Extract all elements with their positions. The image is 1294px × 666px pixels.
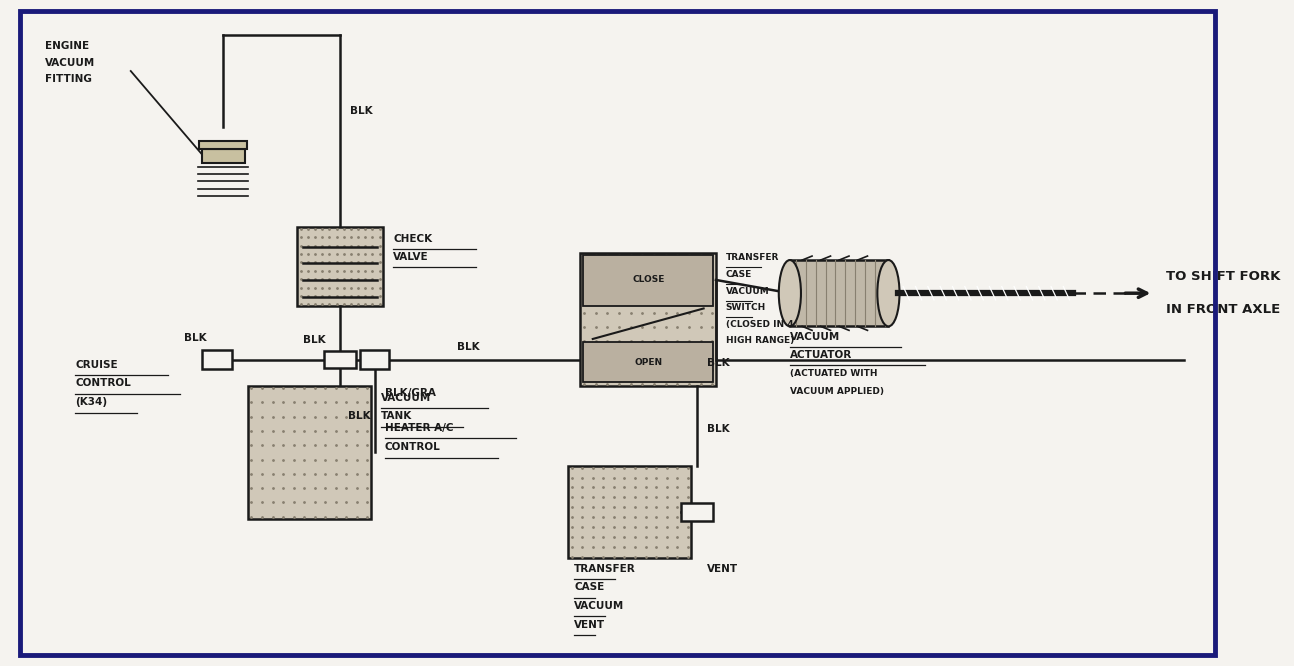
Ellipse shape bbox=[779, 260, 801, 326]
Text: CONTROL: CONTROL bbox=[75, 378, 131, 388]
Text: (CLOSED IN 4: (CLOSED IN 4 bbox=[726, 320, 793, 329]
Text: ENGINE: ENGINE bbox=[44, 41, 88, 51]
Bar bbox=[581, 254, 716, 386]
Text: HIGH RANGE): HIGH RANGE) bbox=[726, 336, 795, 345]
Bar bbox=[582, 342, 713, 382]
Text: TRANSFER: TRANSFER bbox=[575, 564, 637, 574]
Text: BLK: BLK bbox=[457, 342, 480, 352]
Text: BLK/GRA: BLK/GRA bbox=[384, 388, 435, 398]
Bar bbox=[360, 350, 389, 370]
Text: CHECK: CHECK bbox=[393, 234, 432, 244]
Text: BLK: BLK bbox=[708, 424, 730, 434]
Text: HEATER A/C: HEATER A/C bbox=[384, 422, 453, 432]
Text: VACUUM: VACUUM bbox=[575, 601, 625, 611]
Text: VACUUM: VACUUM bbox=[44, 58, 94, 68]
Text: VACUUM: VACUUM bbox=[380, 393, 431, 403]
Bar bbox=[789, 260, 889, 326]
Ellipse shape bbox=[877, 260, 899, 326]
Text: TO SHIFT FORK: TO SHIFT FORK bbox=[1166, 270, 1280, 283]
Bar bbox=[325, 351, 356, 368]
Bar bbox=[582, 255, 713, 306]
Text: IN FRONT AXLE: IN FRONT AXLE bbox=[1166, 303, 1280, 316]
Text: BLK: BLK bbox=[351, 106, 373, 116]
Text: CASE: CASE bbox=[726, 270, 752, 279]
Text: ACTUATOR: ACTUATOR bbox=[789, 350, 853, 360]
Text: CONTROL: CONTROL bbox=[384, 442, 440, 452]
Text: (K34): (K34) bbox=[75, 397, 107, 407]
Bar bbox=[568, 466, 691, 559]
Text: VENT: VENT bbox=[575, 619, 606, 629]
Text: VALVE: VALVE bbox=[393, 252, 428, 262]
Text: CRUISE: CRUISE bbox=[75, 360, 118, 370]
Text: TANK: TANK bbox=[380, 412, 411, 422]
Bar bbox=[247, 386, 371, 519]
Text: CASE: CASE bbox=[575, 582, 604, 592]
Text: SWITCH: SWITCH bbox=[726, 303, 766, 312]
Bar bbox=[199, 141, 247, 149]
Text: (ACTUATED WITH: (ACTUATED WITH bbox=[789, 369, 877, 378]
Text: BLK: BLK bbox=[184, 333, 206, 343]
Text: BLK: BLK bbox=[708, 358, 730, 368]
Bar bbox=[202, 149, 245, 163]
Bar bbox=[298, 227, 383, 306]
Text: FITTING: FITTING bbox=[44, 75, 92, 85]
Text: CLOSE: CLOSE bbox=[631, 276, 664, 284]
Bar bbox=[682, 503, 713, 521]
Text: OPEN: OPEN bbox=[634, 358, 663, 367]
Text: BLK: BLK bbox=[348, 411, 370, 421]
Bar bbox=[202, 350, 232, 370]
Text: VACUUM: VACUUM bbox=[726, 286, 770, 296]
Text: BLK: BLK bbox=[303, 335, 326, 345]
Text: TRANSFER: TRANSFER bbox=[726, 254, 779, 262]
Text: VACUUM APPLIED): VACUUM APPLIED) bbox=[789, 387, 884, 396]
Text: VACUUM: VACUUM bbox=[789, 332, 840, 342]
Text: VENT: VENT bbox=[708, 563, 739, 574]
